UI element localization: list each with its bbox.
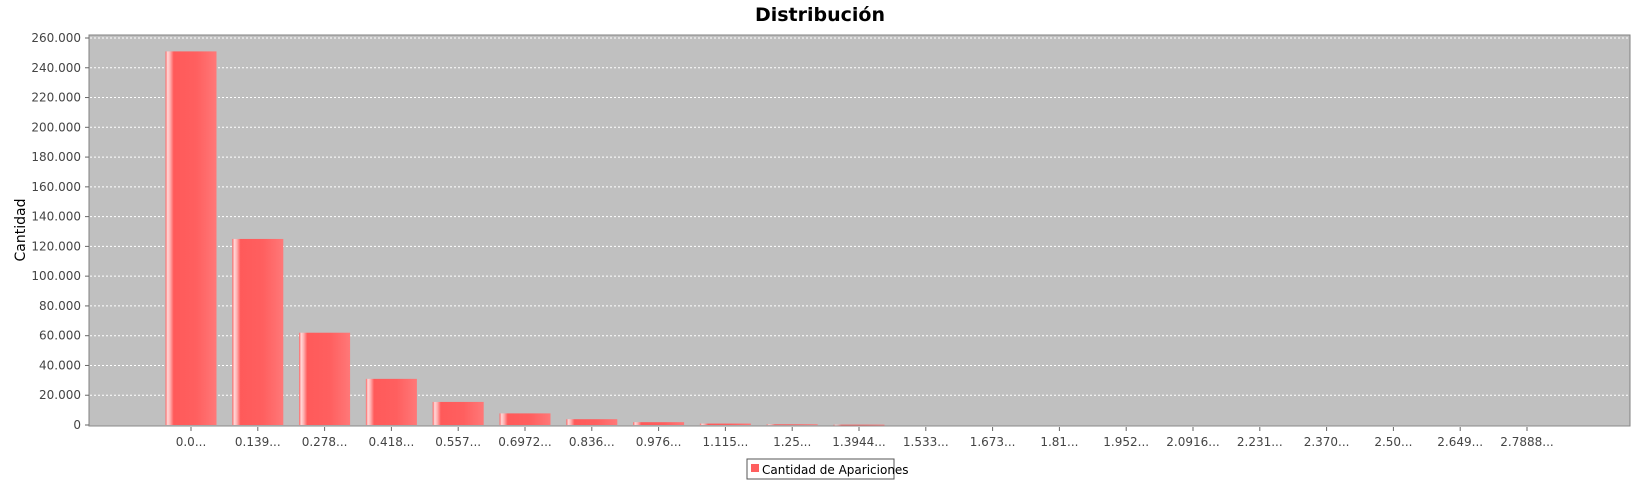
- x-tick-label: 1.81...: [1040, 435, 1078, 449]
- x-tick-label: 0.278...: [302, 435, 348, 449]
- bar: [833, 424, 885, 426]
- x-tick-label: 0.6972...: [498, 435, 551, 449]
- x-tick-label: 1.952...: [1103, 435, 1149, 449]
- x-tick-label: 0.976...: [636, 435, 682, 449]
- y-tick-label: 60.000: [39, 329, 81, 343]
- x-tick-label: 2.0916...: [1166, 435, 1219, 449]
- bar: [299, 332, 351, 425]
- y-tick-label: 100.000: [31, 269, 81, 283]
- x-tick-label: 2.231...: [1237, 435, 1283, 449]
- legend: Cantidad de Apariciones: [746, 458, 909, 480]
- x-tick-label: 1.3944...: [832, 435, 885, 449]
- y-tick-label: 200.000: [31, 120, 81, 134]
- x-tick-label: 1.673...: [970, 435, 1016, 449]
- x-tick-label: 0.139...: [235, 435, 281, 449]
- x-axis-ticks: 0.0... 0.139... 0.278... 0.418... 0.557... 0.…: [176, 427, 1554, 449]
- y-tick-label: 140.000: [31, 210, 81, 224]
- y-tick-label: 40.000: [39, 358, 81, 372]
- x-tick-label: 2.649...: [1437, 435, 1483, 449]
- bar: [566, 419, 618, 425]
- y-tick-label: 80.000: [39, 299, 81, 313]
- y-tick-label: 20.000: [39, 388, 81, 402]
- x-tick-label: 2.50...: [1374, 435, 1412, 449]
- y-tick-label: 260.000: [31, 31, 81, 45]
- x-tick-label: 1.533...: [903, 435, 949, 449]
- bar: [365, 378, 417, 425]
- x-tick-label: 0.418...: [369, 435, 415, 449]
- bar: [432, 401, 484, 425]
- x-tick-label: 0.0...: [176, 435, 207, 449]
- x-tick-label: 2.370...: [1304, 435, 1350, 449]
- x-tick-label: 0.836...: [569, 435, 615, 449]
- y-tick-label: 180.000: [31, 150, 81, 164]
- x-tick-label: 2.7888...: [1500, 435, 1553, 449]
- y-tick-label: 160.000: [31, 180, 81, 194]
- bar: [633, 422, 685, 425]
- bar: [165, 51, 217, 426]
- chart-title: Distribución: [755, 4, 885, 26]
- bar: [499, 413, 551, 425]
- bar: [232, 238, 284, 425]
- bar: [699, 423, 751, 425]
- y-tick-label: 120.000: [31, 239, 81, 253]
- bars: [165, 51, 885, 426]
- bar: [766, 424, 818, 426]
- x-tick-label: 1.25...: [773, 435, 811, 449]
- y-tick-label: 0: [73, 418, 81, 432]
- legend-swatch: [751, 464, 759, 472]
- y-axis-ticks: 0 20.000 40.000 60.000 80.000 100.000 120.000 1…: [31, 31, 89, 432]
- legend-box: [746, 458, 895, 480]
- x-tick-label: 1.115...: [703, 435, 749, 449]
- y-tick-label: 220.000: [31, 91, 81, 105]
- legend-label: Cantidad de Apariciones: [762, 463, 909, 477]
- y-tick-label: 240.000: [31, 61, 81, 75]
- x-tick-label: 0.557...: [435, 435, 481, 449]
- y-axis-label: Cantidad: [13, 199, 29, 262]
